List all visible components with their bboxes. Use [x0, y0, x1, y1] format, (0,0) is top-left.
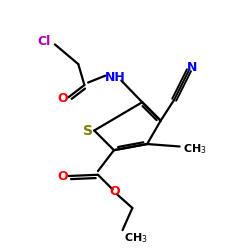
Text: S: S — [83, 124, 93, 138]
Text: O: O — [58, 170, 68, 182]
Text: Cl: Cl — [37, 36, 51, 49]
Text: O: O — [110, 186, 120, 198]
Text: N: N — [187, 61, 197, 74]
Text: CH$_3$: CH$_3$ — [124, 231, 148, 245]
Text: O: O — [58, 92, 68, 105]
Text: CH$_3$: CH$_3$ — [183, 142, 206, 156]
Text: NH: NH — [105, 71, 126, 84]
